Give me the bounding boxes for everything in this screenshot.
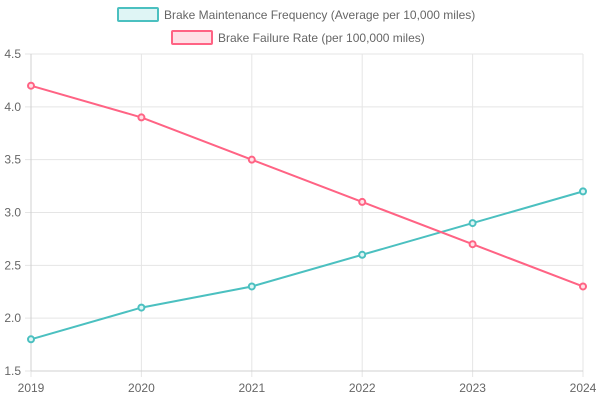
y-tick-label: 3.5 [4, 153, 21, 167]
series-line-maintenance [30, 190, 584, 341]
x-tick-label: 2023 [459, 381, 486, 395]
legend-item-maintenance[interactable]: Brake Maintenance Frequency (Average per… [117, 7, 475, 22]
legend-swatch-failure[interactable] [171, 30, 213, 45]
x-tick-label: 2022 [349, 381, 376, 395]
series-layer [27, 81, 587, 344]
y-tick-label: 4.5 [4, 47, 21, 61]
x-tick-label: 2019 [18, 381, 45, 395]
y-tick-label: 3.0 [4, 206, 21, 220]
y-tick-label: 4.0 [4, 100, 21, 114]
legend-label-maintenance[interactable]: Brake Maintenance Frequency (Average per… [164, 8, 475, 22]
data-point-maintenance [137, 303, 146, 312]
data-point-failure [137, 113, 146, 122]
grid [25, 53, 584, 377]
legend[interactable]: Brake Maintenance Frequency (Average per… [117, 7, 475, 45]
data-point-maintenance [468, 219, 477, 228]
data-point-failure [27, 81, 35, 90]
x-tick-label: 2024 [570, 381, 597, 395]
data-point-maintenance [247, 282, 256, 291]
y-tick-label: 2.5 [4, 258, 21, 272]
data-point-maintenance [27, 335, 35, 344]
data-point-maintenance [579, 187, 587, 196]
data-point-maintenance [358, 250, 367, 259]
legend-label-failure[interactable]: Brake Failure Rate (per 100,000 miles) [218, 31, 425, 45]
legend-swatch-maintenance[interactable] [117, 7, 159, 22]
series-line-failure [30, 84, 584, 288]
data-point-failure [358, 197, 367, 206]
data-point-failure [468, 240, 477, 249]
legend-item-failure[interactable]: Brake Failure Rate (per 100,000 miles) [171, 30, 425, 45]
data-point-failure [579, 282, 587, 291]
y-tick-label: 1.5 [4, 364, 21, 378]
y-tick-label: 2.0 [4, 311, 21, 325]
x-tick-label: 2021 [238, 381, 265, 395]
axes: 1.5 2.0 2.5 3.0 3.5 4.0 4.5 2019 2020 2021 2022 202… [4, 47, 596, 395]
x-tick-label: 2020 [128, 381, 155, 395]
data-point-failure [247, 155, 256, 164]
